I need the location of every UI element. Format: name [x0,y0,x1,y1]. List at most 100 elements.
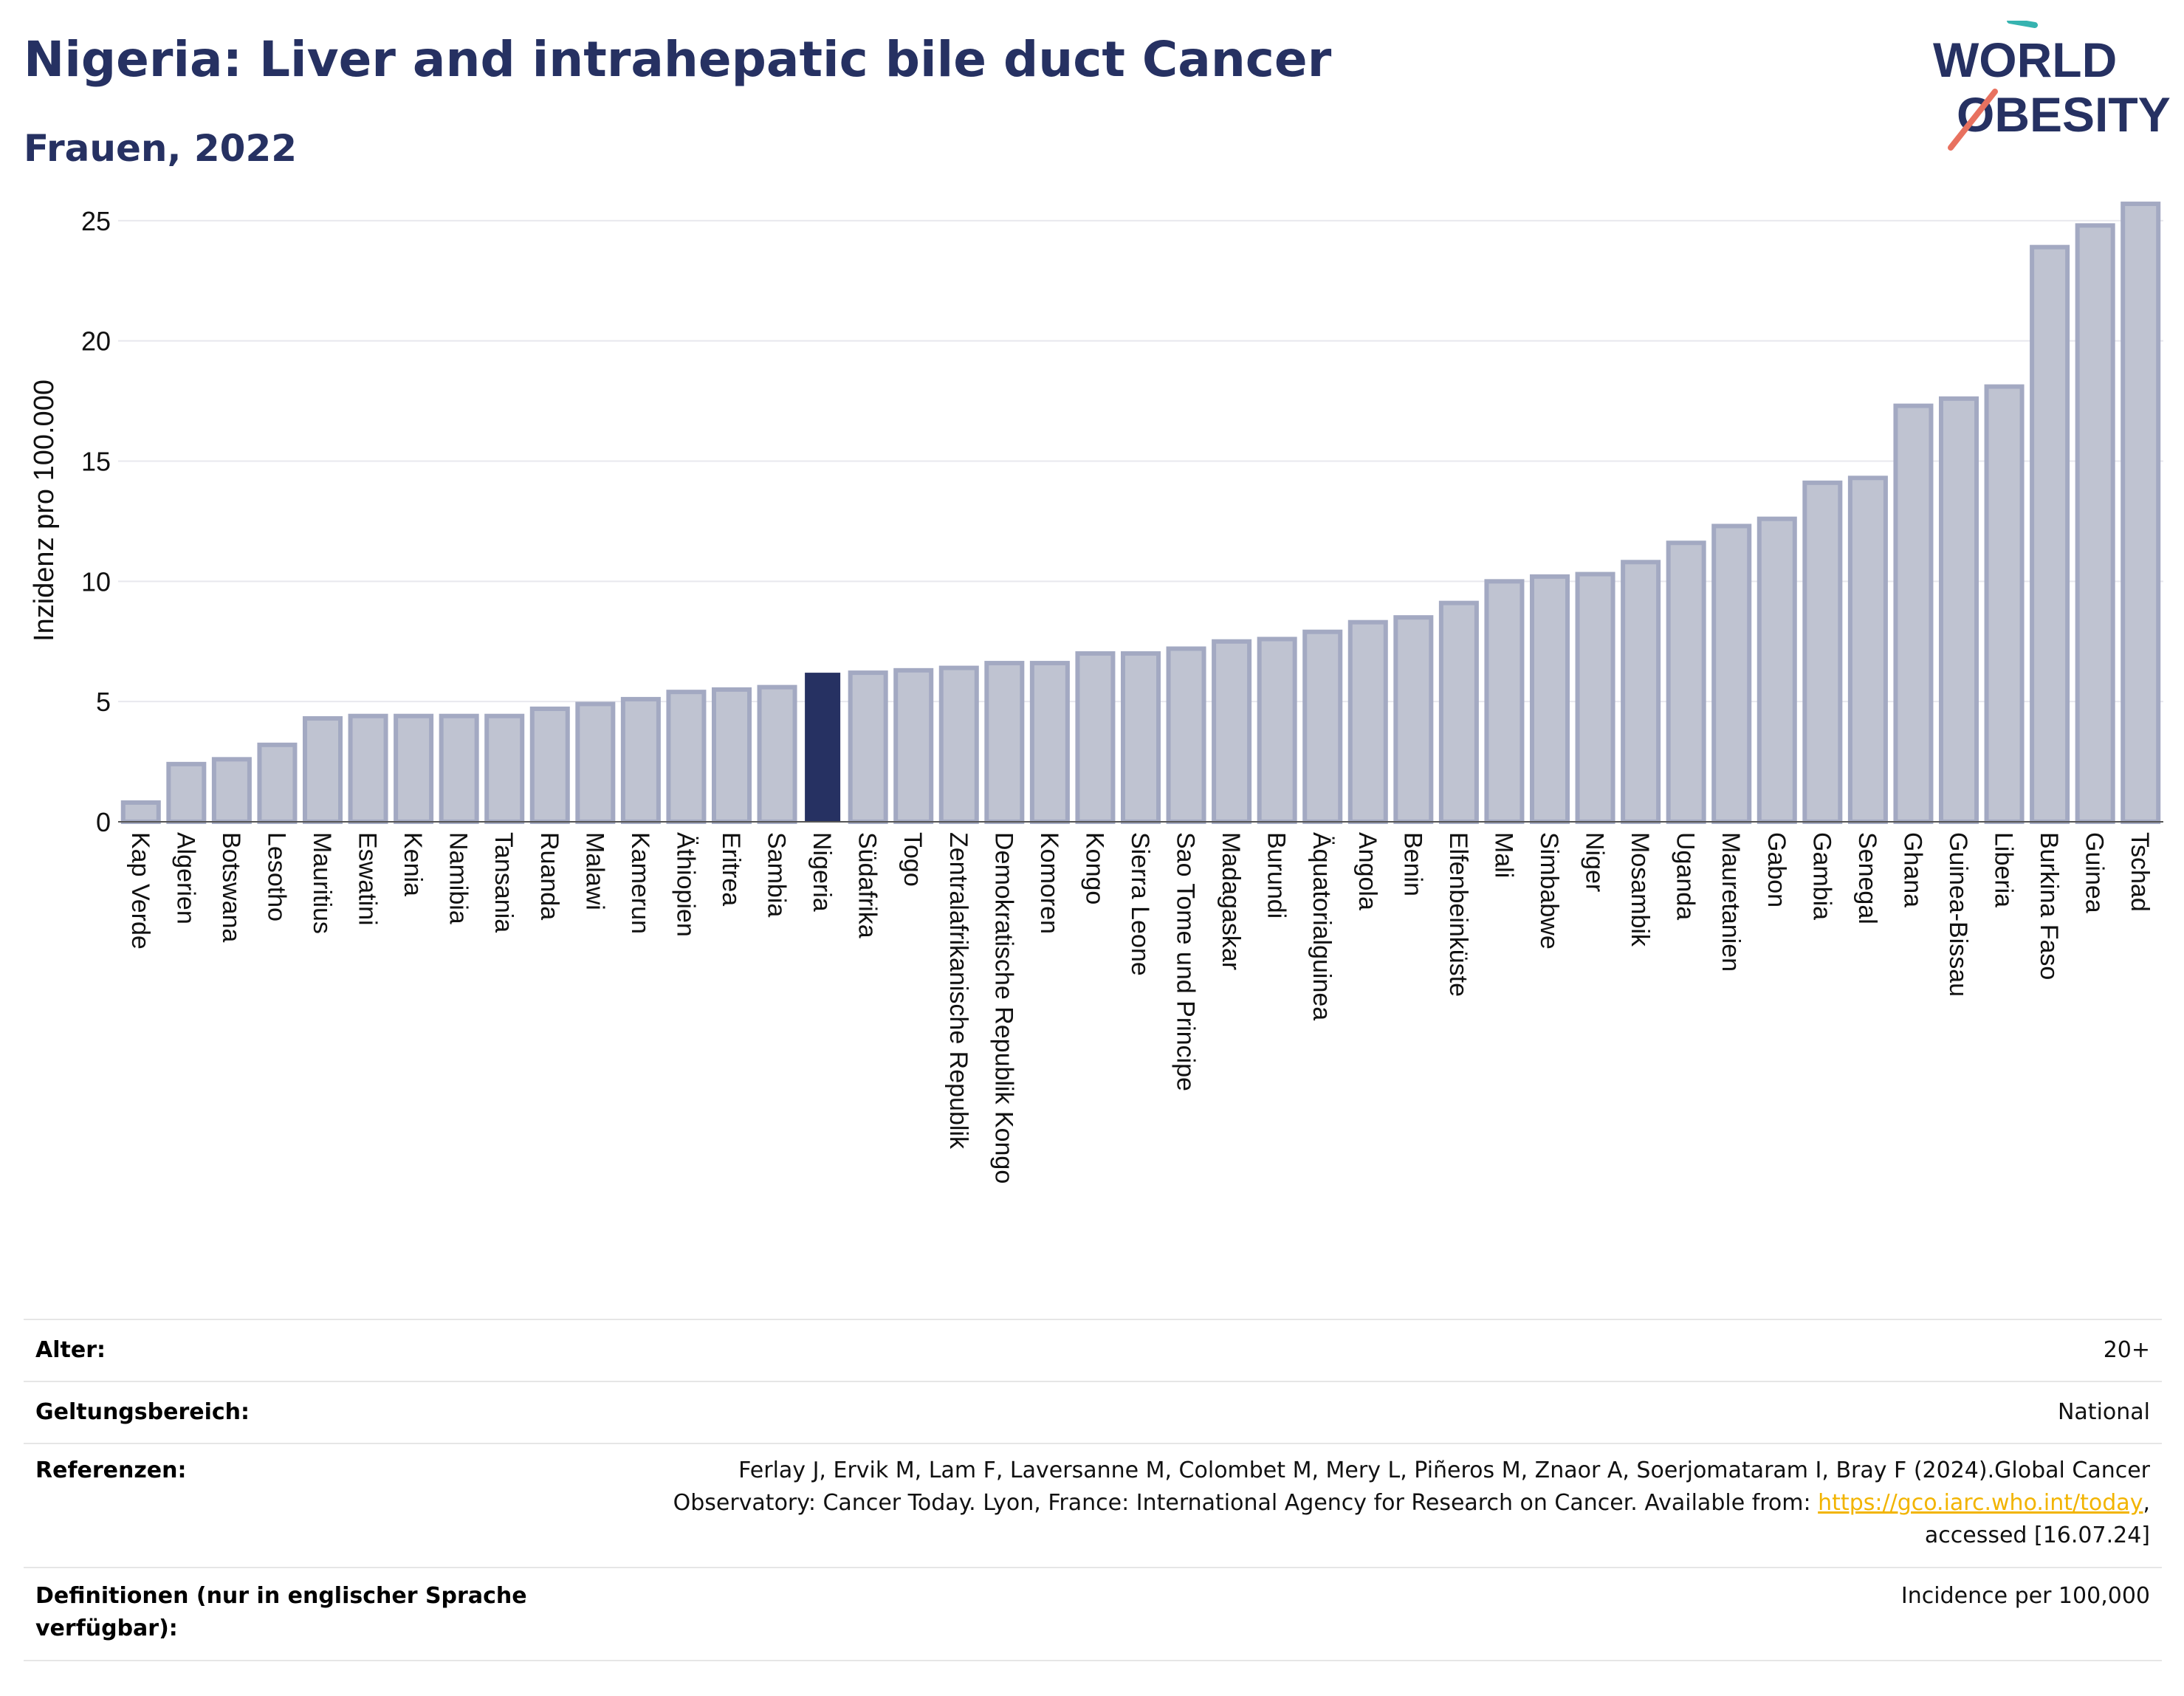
x-tick-label: Malawi [580,832,608,910]
y-tick-label: 20 [81,326,111,357]
x-tick-label: Sambia [763,832,791,917]
x-tick-label: Eswatini [354,832,382,926]
bar-malawi [575,701,616,824]
references-value: Ferlay J, Ervik M, Lam F, Laversanne M, … [673,1455,2150,1552]
x-tick-label: Mauretanien [1717,832,1745,972]
x-tick-label: Tschad [2126,832,2154,912]
x-tick-label: Benin [1398,832,1426,896]
x-tick-label: Komoren [1035,832,1063,934]
x-tick-label: Angola [1353,832,1381,910]
info-table: Alter: 20+ Geltungsbereich: National Ref… [24,1319,2162,1661]
x-tick-label: Zentralafrikanische Republik [944,832,972,1150]
x-axis-labels: Kap Verde Algerien Botswana Lesotho Mauritiu… [126,832,2154,1184]
x-tick-label: Ghana [1898,832,1926,907]
y-axis-label: Inzidenz pro 100.000 [29,380,60,642]
bar-guinea [2075,223,2115,825]
bars [120,202,2161,825]
bar-burkina-faso [2030,244,2070,824]
references-line-2-text: Observatory: Cancer Today. Lyon, France:… [673,1490,1819,1516]
bar-namibia [439,713,479,824]
x-tick-label: Demokratische Republik Kongo [989,832,1017,1184]
bar-sierra-leone [1120,651,1161,824]
bar-tschad [2121,202,2161,824]
x-tick-label: Kamerun [626,832,654,934]
x-tick-label: Elfenbeinküste [1444,832,1472,997]
age-value: 20+ [2103,1337,2150,1363]
x-tick-label: Ruanda [535,832,563,920]
bar-kap-verde [120,800,161,824]
x-tick-label: Guinea-Bissau [1944,832,1972,997]
x-tick-label: Äthiopien [671,832,699,937]
bar-simbabwe [1529,574,1570,824]
y-tick-label: 10 [81,566,111,597]
y-tick-label: 5 [96,687,111,717]
bar-niger [1575,571,1615,824]
info-row-references: Referenzen: Ferlay J, Ervik M, Lam F, La… [24,1444,2162,1568]
x-tick-label: Botswana [217,832,245,942]
bar-eswatini [348,713,388,824]
bar-botswana [211,757,252,824]
bar-elfenbeinküste [1438,600,1479,824]
x-tick-label: Madagaskar [1217,832,1245,970]
bar-togo [893,667,934,825]
page-subtitle: Frauen, 2022 [24,127,298,170]
x-tick-label: Togo [899,832,927,887]
bar-chart: 0 5 10 15 20 25 Kap Verde Algerien Botswana Leso… [29,202,2163,1184]
bar-sambia [757,684,797,824]
x-tick-label: Kenia [399,832,427,896]
bar-komoren [1029,661,1070,824]
scope-value: National [2057,1399,2150,1425]
bar-mauritius [302,715,343,825]
bar-ghana [1893,403,1934,824]
x-tick-label: Gambia [1807,832,1836,920]
bar-mali [1484,579,1525,824]
definitions-label: Definitionen (nur in englischer Sprache … [35,1583,527,1641]
x-tick-label: Äquatorialguinea [1308,832,1336,1020]
x-tick-label: Tansania [490,832,518,933]
x-tick-label: Nigeria [808,832,836,912]
x-tick-label: Senegal [1853,832,1881,924]
y-tick-label: 25 [81,206,111,236]
bar-südafrika [848,670,888,825]
bar-äquatorialguinea [1302,629,1343,824]
references-link[interactable]: https://gco.iarc.who.int/today [1818,1490,2143,1516]
x-tick-label: Namibia [444,832,473,924]
bar-ruanda [529,706,570,825]
bar-mauretanien [1711,523,1752,824]
x-tick-label: Sao Tome und Principe [1172,832,1200,1091]
bar-uganda [1666,540,1706,824]
bar-nigeria [805,673,841,822]
x-tick-label: Algerien [171,832,199,924]
info-row-definitions: Definitionen (nur in englischer Sprache … [24,1568,2162,1661]
y-axis-ticks: 0 5 10 15 20 25 [81,206,111,837]
x-tick-label: Südafrika [854,832,882,938]
x-tick-label: Sierra Leone [1126,832,1154,976]
x-tick-label: Mali [1489,832,1517,878]
page-title: Nigeria: Liver and intrahepatic bile duc… [24,31,1332,88]
x-tick-label: Lesotho [262,832,290,921]
references-line-1: Ferlay J, Ervik M, Lam F, Laversanne M, … [738,1458,2150,1483]
bar-guinea-bissau [1938,396,1979,824]
bar-kongo [1075,651,1116,824]
bar-benin [1393,615,1434,824]
bar-kenia [394,713,434,824]
x-tick-label: Liberia [1990,832,2018,907]
x-tick-label: Kap Verde [126,832,154,950]
bar-madagaskar [1212,639,1252,824]
x-tick-label: Niger [1581,832,1609,892]
bar-demokratische-republik-kongo [984,661,1025,824]
bar-zentralafrikanische-republik [938,665,979,824]
info-row-scope: Geltungsbereich: National [24,1382,2162,1444]
scope-label: Geltungsbereich: [35,1399,250,1425]
age-label: Alter: [35,1337,106,1363]
world-obesity-logo: WORLD OBESITY [1933,21,2171,151]
x-tick-label: Eritrea [717,832,745,906]
x-tick-label: Simbabwe [1535,832,1563,950]
bar-lesotho [257,742,298,825]
bar-gambia [1802,480,1843,824]
bar-äthiopien [666,690,707,824]
bar-senegal [1847,476,1888,824]
x-tick-label: Burundi [1263,832,1291,919]
svg-text:WORLD: WORLD [1933,32,2117,87]
bar-angola [1347,619,1388,825]
